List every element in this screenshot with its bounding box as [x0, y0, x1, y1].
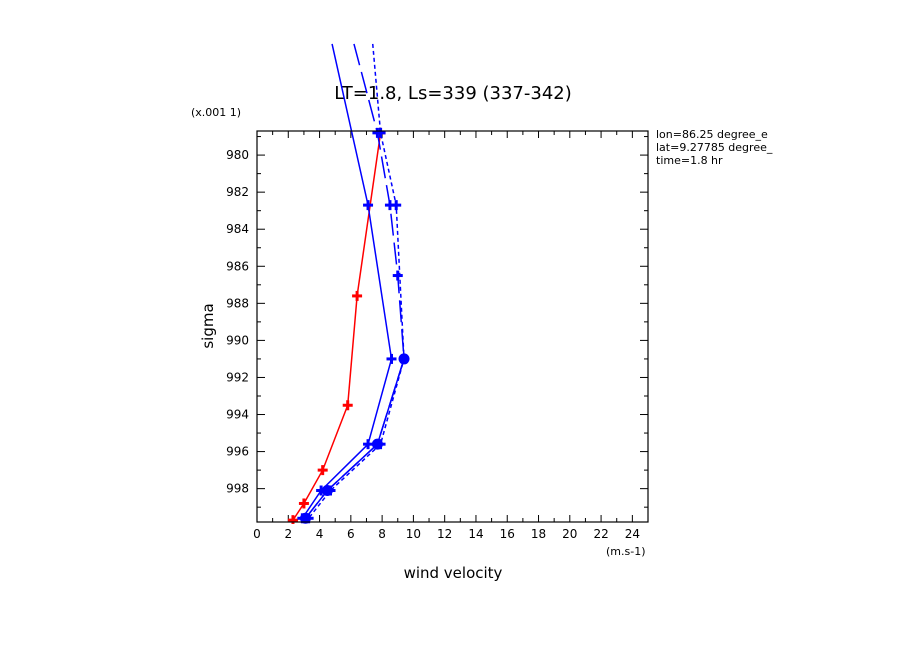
y-axis-title: sigma: [199, 303, 217, 348]
plus-marker: [352, 290, 363, 301]
plus-marker: [375, 127, 386, 138]
plot-frame: [256, 130, 649, 523]
y-tick-label: 980: [226, 148, 249, 162]
y-tick-label: 986: [226, 259, 249, 273]
plus-marker: [317, 465, 328, 476]
x-tick-label: 8: [378, 527, 386, 541]
axes: 0 2 4 6 8 10 12 14 16 18 20 22 249809829849869889909…: [226, 131, 648, 541]
annotation-lat: lat=9.27785 degree_: [656, 141, 773, 154]
x-tick-label: 22: [593, 527, 608, 541]
chart-title: LT=1.8, Ls=339 (337-342): [334, 83, 572, 104]
x-tick-label: 2: [284, 527, 292, 541]
plus-marker: [325, 485, 336, 496]
x-tick-label: 10: [406, 527, 421, 541]
series-layer: [287, 43, 410, 524]
y-tick-label: 992: [226, 370, 249, 384]
x-tick-label: 0: [253, 527, 261, 541]
series-1: [297, 43, 397, 524]
plus-marker: [342, 400, 353, 411]
series-line: [301, 43, 393, 519]
plus-marker: [375, 439, 386, 450]
x-tick-label: 12: [437, 527, 452, 541]
plus-marker: [399, 353, 410, 364]
annotation-time: time=1.8 hr: [656, 154, 723, 167]
plus-marker: [363, 200, 374, 211]
x-axis-title: wind velocity: [404, 564, 503, 582]
x-tick-label: 4: [316, 527, 324, 541]
annotation-block: lon=86.25 degree_e lat=9.27785 degree_ t…: [656, 128, 773, 167]
x-tick-label: 16: [500, 527, 515, 541]
series-4: [303, 43, 410, 524]
series-line: [304, 43, 405, 519]
y-tick-label: 990: [226, 333, 249, 347]
y-tick-label: 984: [226, 222, 249, 236]
y-tick-label: 988: [226, 296, 249, 310]
plus-marker: [363, 439, 374, 450]
x-tick-label: 6: [347, 527, 355, 541]
x-tick-label: 24: [625, 527, 640, 541]
y-tick-label: 994: [226, 408, 249, 422]
x-tick-label: 20: [562, 527, 577, 541]
series-line: [308, 43, 405, 519]
plus-marker: [391, 200, 402, 211]
x-tick-label: 18: [531, 527, 546, 541]
x-tick-label: 14: [468, 527, 483, 541]
series-0: [287, 127, 386, 524]
annotation-lon: lon=86.25 degree_e: [656, 128, 768, 141]
y-tick-label: 996: [226, 445, 249, 459]
series-3: [300, 43, 410, 524]
plus-marker: [386, 353, 397, 364]
plus-marker: [298, 498, 309, 509]
plus-marker: [392, 270, 403, 281]
y-tick-label: 982: [226, 185, 249, 199]
x-multiplier-label: (m.s-1): [606, 545, 646, 558]
plus-marker: [287, 515, 298, 524]
y-multiplier-label: (x.001 1): [191, 106, 241, 119]
series-line: [292, 132, 382, 521]
y-tick-label: 998: [226, 482, 249, 496]
